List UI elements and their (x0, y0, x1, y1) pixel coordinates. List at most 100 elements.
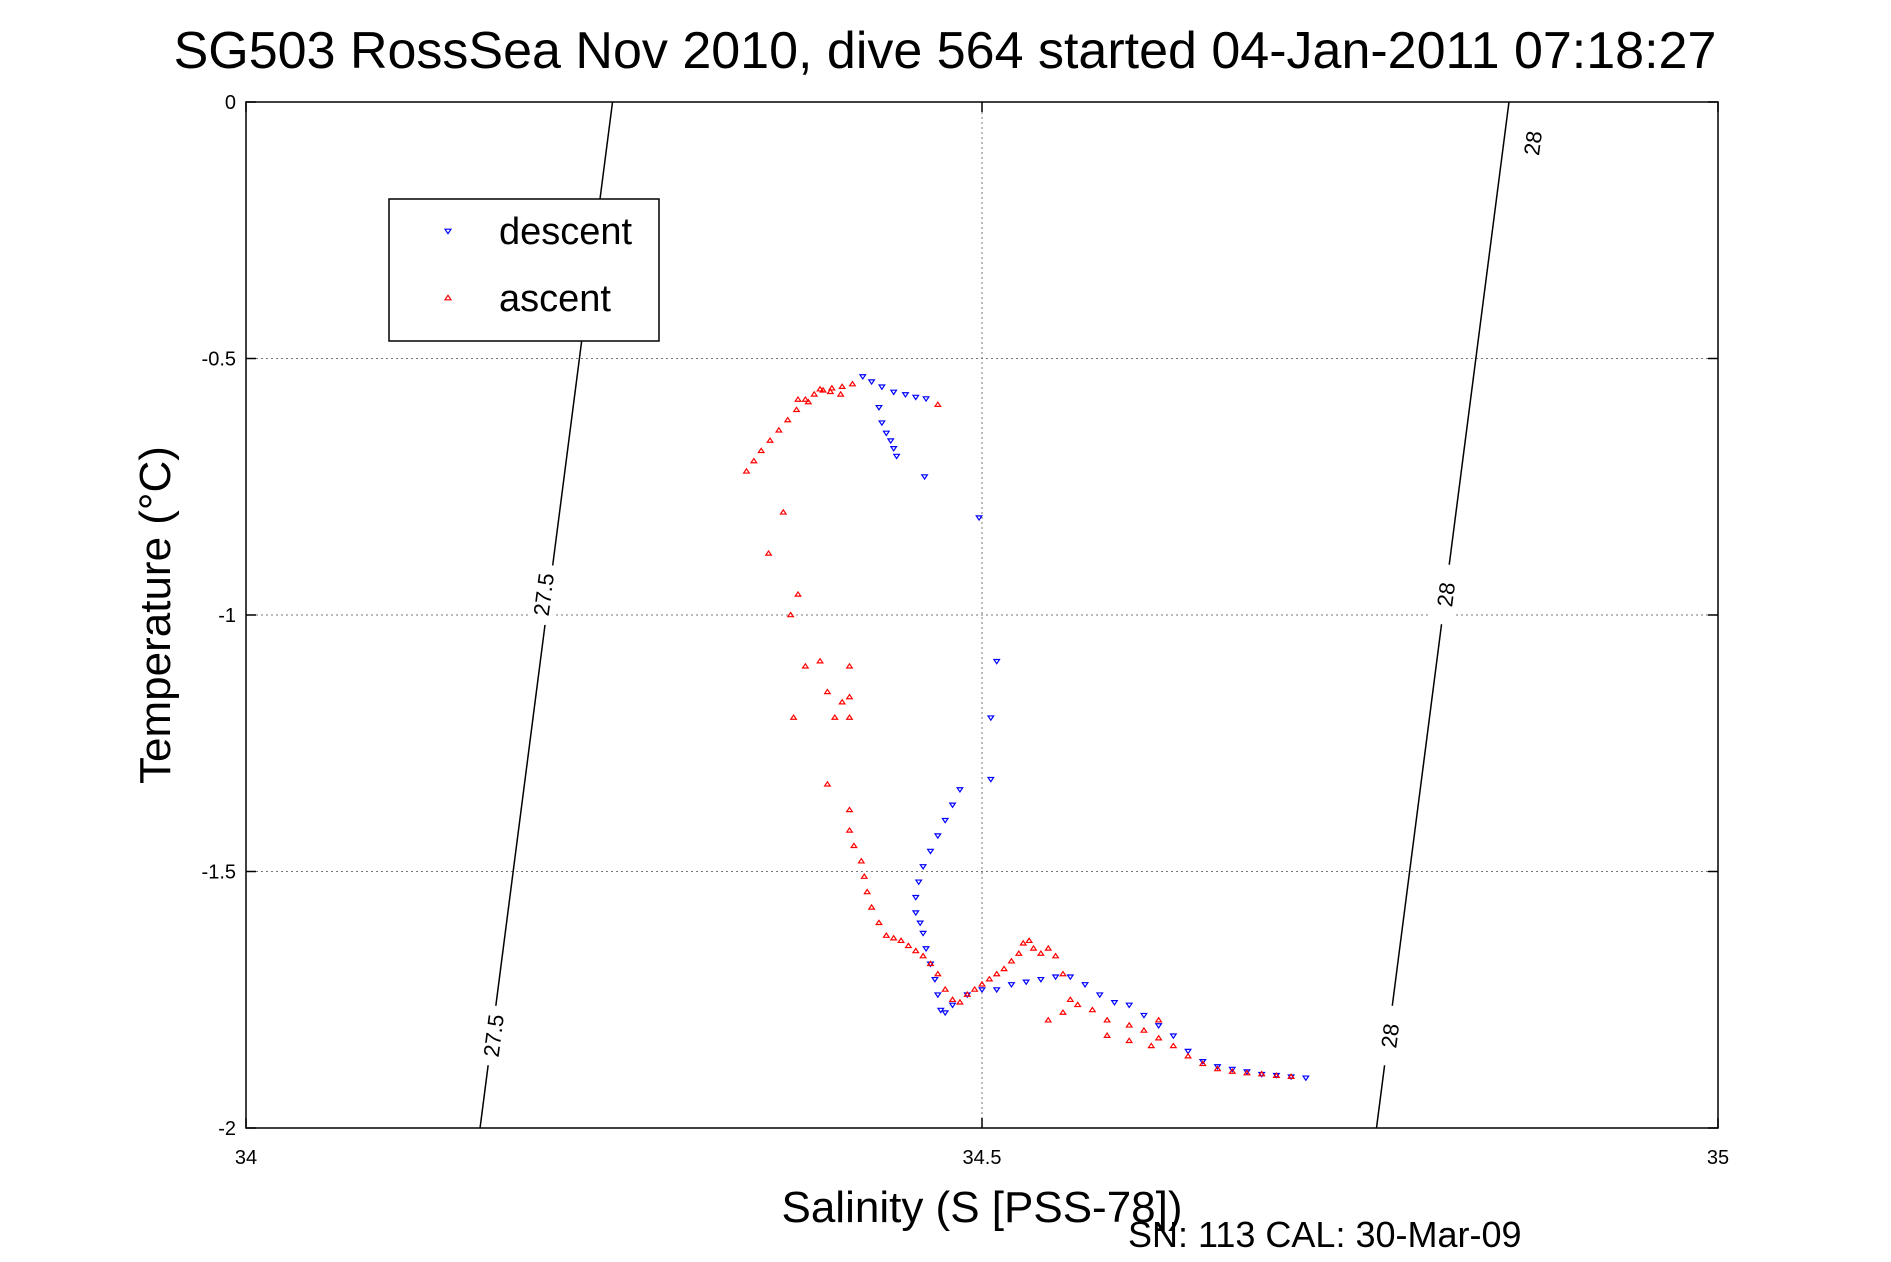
ascent-point (766, 436, 774, 443)
descent-point (886, 438, 895, 445)
descent-point (919, 930, 928, 937)
ascent-point (1154, 1034, 1163, 1041)
descent-point (975, 515, 983, 522)
ascent-point (845, 693, 854, 700)
ascent-point (801, 395, 810, 402)
ascent-point (1272, 1072, 1281, 1078)
ascent-point (875, 919, 883, 926)
ascent-point (919, 952, 928, 959)
descent-point (1228, 1066, 1237, 1073)
ascent-point (1044, 944, 1053, 951)
descent-point (919, 864, 928, 870)
ascent-point (955, 998, 964, 1005)
ascent-point (1073, 1001, 1082, 1008)
ascent-point (882, 932, 891, 938)
ascent-point (789, 713, 798, 720)
ascent-point (970, 985, 979, 992)
descent-point (889, 389, 898, 396)
ascent-point (911, 947, 920, 954)
ascent-point (1066, 996, 1075, 1003)
ascent-point (1019, 939, 1028, 946)
ascent-point (1243, 1069, 1251, 1076)
ascent-point (757, 447, 766, 454)
ascent-point (1103, 1016, 1112, 1023)
ascent-point (897, 937, 905, 944)
descent-point (892, 453, 901, 460)
x-tick-label: 34.5 (963, 1147, 1002, 1169)
descent-point (1036, 976, 1045, 983)
ascent-point (786, 611, 795, 618)
x-tick-label: 35 (1707, 1147, 1729, 1169)
ascent-point (1184, 1052, 1193, 1059)
descent-point (877, 420, 886, 427)
descent-point (1169, 1033, 1178, 1040)
ascent-point (804, 398, 813, 405)
ascent-point (1198, 1060, 1207, 1067)
descent-point (1066, 974, 1075, 981)
descent-point (992, 987, 1001, 994)
ascent-point (867, 903, 876, 910)
ascent-point (889, 934, 898, 941)
legend-box (388, 198, 660, 342)
descent-point (986, 715, 995, 722)
ascent-point (1059, 970, 1067, 977)
descent-point (1213, 1064, 1222, 1071)
ascent-point (863, 888, 872, 895)
ascent-point (948, 996, 957, 1003)
ascent-point (1000, 965, 1009, 972)
descent-point (911, 910, 920, 917)
descent-point (1154, 1023, 1163, 1030)
ascent-point (830, 713, 839, 720)
ascent-point (845, 826, 854, 833)
ascent-point (850, 842, 858, 849)
descent-point (1081, 982, 1089, 988)
ascent-point (1169, 1042, 1178, 1049)
ascent-point (1257, 1070, 1266, 1077)
ascent-point (792, 406, 801, 413)
descent-point (1095, 992, 1104, 999)
ascent-point (978, 980, 986, 987)
legend: descent ascent (388, 198, 660, 342)
ascent-point (1147, 1042, 1156, 1049)
contour-label: 27.5 (479, 1013, 509, 1059)
descent-point (889, 445, 898, 452)
ascent-point (836, 390, 845, 397)
ascent-point (1228, 1067, 1237, 1074)
ascent-point (904, 942, 913, 949)
y-tick-label: -1 (218, 605, 236, 627)
descent-point (1125, 1002, 1134, 1009)
ascent-point (816, 385, 825, 392)
ascent-point (1213, 1065, 1222, 1072)
ascent-point (838, 383, 847, 389)
ascent-point (1139, 1026, 1148, 1033)
ascent-point (1044, 1016, 1053, 1023)
ascent-point (794, 395, 802, 402)
ascent-point (1036, 949, 1045, 956)
ascent-point (1125, 1037, 1134, 1044)
descent-point (867, 379, 876, 386)
descent-point (978, 987, 986, 994)
ascent-point (823, 780, 832, 787)
descent-point (930, 976, 939, 983)
descent-point (875, 404, 883, 411)
descent-point (882, 430, 891, 437)
ascent-point (1025, 937, 1034, 944)
ascent-point (783, 416, 792, 423)
ascent-point (749, 457, 758, 464)
ascent-point (779, 508, 788, 515)
chart-title: SG503 RossSea Nov 2010, dive 564 started… (174, 22, 1717, 80)
contour-label: 28 (1432, 581, 1460, 608)
x-axis-label: Salinity (S [PSS-78]) (781, 1183, 1182, 1232)
descent-point (941, 1010, 950, 1017)
ascent-point (1125, 1021, 1134, 1028)
ascent-point (1103, 1032, 1112, 1038)
y-axis-label: Temperature (°C) (131, 446, 180, 784)
legend-marker-descent (443, 228, 453, 235)
descent-point (1301, 1075, 1310, 1082)
y-tick-label: -2 (218, 1118, 236, 1140)
descent-point (1139, 1012, 1148, 1019)
legend-marker-ascent (443, 294, 453, 301)
descent-point (911, 894, 920, 901)
descent-point (1110, 1000, 1119, 1006)
